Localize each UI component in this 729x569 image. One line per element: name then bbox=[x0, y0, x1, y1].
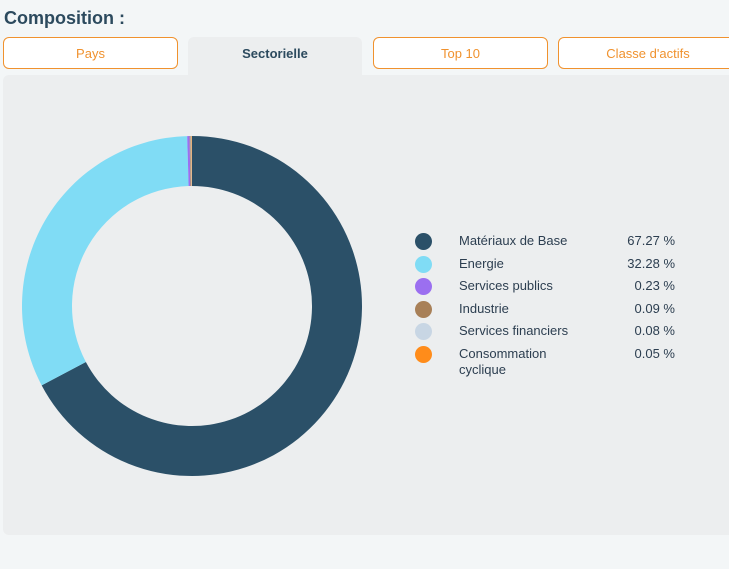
tab[interactable]: Sectorielle bbox=[188, 37, 362, 77]
donut-slice bbox=[41, 136, 362, 477]
legend-value: 0.08 % bbox=[634, 323, 675, 338]
donut-slice bbox=[191, 136, 192, 187]
legend-label: Services publics bbox=[459, 278, 553, 293]
legend: Matériaux de Base 67.27 % Energie 32.28 % Se… bbox=[415, 233, 675, 378]
donut-slice bbox=[21, 136, 189, 386]
legend-value: 0.05 % bbox=[634, 345, 675, 361]
tab[interactable]: Top 10 bbox=[373, 37, 548, 69]
legend-swatch bbox=[415, 278, 432, 295]
legend-swatch bbox=[415, 233, 432, 250]
donut-slice bbox=[190, 136, 192, 187]
legend-item: Services financiers 0.08 % bbox=[415, 323, 675, 346]
tab[interactable]: Classe d'actifs bbox=[558, 37, 729, 69]
tab[interactable]: Pays bbox=[3, 37, 178, 69]
legend-swatch bbox=[415, 323, 432, 340]
legend-swatch bbox=[415, 300, 432, 318]
legend-value: 32.28 % bbox=[627, 255, 675, 271]
legend-item: Services publics 0.23 % bbox=[415, 278, 675, 301]
legend-value: 67.27 % bbox=[627, 233, 675, 248]
legend-value: 0.09 % bbox=[634, 300, 675, 316]
donut-slice bbox=[187, 136, 191, 187]
legend-item: Industrie 0.09 % bbox=[415, 300, 675, 324]
legend-item: Energie 32.28 % bbox=[415, 255, 675, 279]
legend-label: Consommation cyclique bbox=[459, 345, 547, 377]
legend-label: Energie bbox=[459, 255, 504, 271]
legend-item: Matériaux de Base 67.27 % bbox=[415, 233, 675, 256]
legend-label: Matériaux de Base bbox=[459, 233, 568, 248]
donut-slice bbox=[189, 136, 192, 187]
legend-label: Services financiers bbox=[459, 323, 569, 338]
section-title: Composition : bbox=[4, 8, 125, 28]
legend-value: 0.23 % bbox=[634, 278, 675, 293]
legend-label: Industrie bbox=[459, 300, 509, 316]
legend-swatch bbox=[415, 255, 432, 273]
legend-item: Consommation cyclique 0.05 % bbox=[415, 345, 675, 378]
legend-swatch bbox=[415, 345, 432, 363]
